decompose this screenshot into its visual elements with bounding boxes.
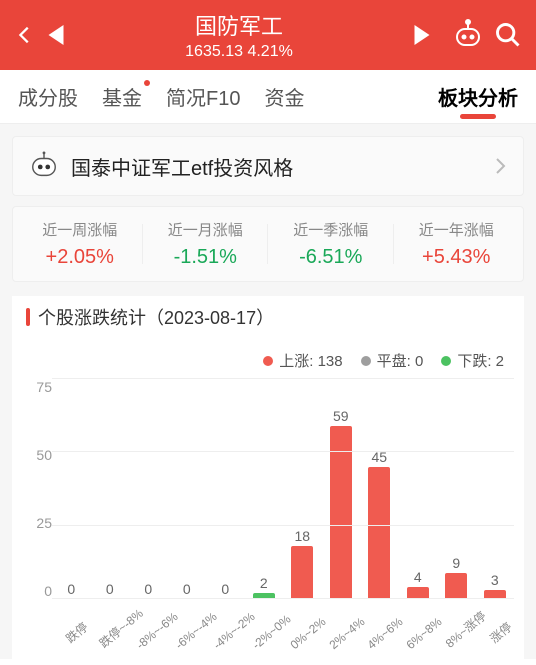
stock-name: 国防军工 [76,9,402,41]
period-stat-0[interactable]: 近一周涨幅+2.05% [17,219,143,269]
prev-stock-button[interactable] [48,25,64,45]
card-title: 国泰中证军工etf投资风格 [71,152,495,181]
stock-price-line: 1635.13 4.21% [76,43,402,61]
bot-avatar-icon [29,151,59,181]
back-button[interactable] [14,24,36,46]
tab-1[interactable]: 基金 [90,70,154,123]
chevron-right-icon [495,157,507,175]
next-stock-button[interactable] [414,25,430,45]
period-stats-row: 近一周涨幅+2.05%近一月涨幅-1.51%近一季涨幅-6.51%近一年涨幅+5… [12,206,524,282]
header-title-block[interactable]: 国防军工 1635.13 4.21% [76,9,402,61]
period-stat-1[interactable]: 近一月涨幅-1.51% [143,219,269,269]
app-header: 国防军工 1635.13 4.21% [0,0,536,70]
bar-chart: 7550250 0跌停0跌停~-8%0-8%~-6%0-6%~-4%0-4%~-… [22,379,514,649]
period-stat-3[interactable]: 近一年涨幅+5.43% [394,219,520,269]
chart-legend: 上涨: 138 平盘: 0 下跌: 2 [22,346,514,379]
tab-3[interactable]: 资金 [252,70,316,123]
bot-icon[interactable] [452,19,484,51]
y-axis: 7550250 [22,379,52,649]
legend-up: 上涨: 138 [263,350,342,371]
tab-0[interactable]: 成分股 [6,70,90,123]
bar-8[interactable]: 454%~6% [360,467,399,599]
section-title: 个股涨跌统计（2023-08-17） [22,296,514,346]
legend-down: 下跌: 2 [441,350,504,371]
etf-style-card[interactable]: 国泰中证军工etf投资风格 [12,136,524,196]
tab-4[interactable]: 板块分析 [426,70,530,123]
bar-6[interactable]: 180%~2% [283,546,322,599]
legend-flat: 平盘: 0 [361,350,424,371]
period-stat-2[interactable]: 近一季涨幅-6.51% [268,219,394,269]
section-accent-bar [26,308,30,326]
chart-card: 个股涨跌统计（2023-08-17） 上涨: 138 平盘: 0 下跌: 2 755… [12,296,524,659]
search-icon[interactable] [494,21,522,49]
tab-2[interactable]: 简况F10 [154,70,252,123]
bar-10[interactable]: 98%~涨停 [437,573,476,599]
tab-bar: 成分股基金简况F10资金 板块分析 [0,70,536,124]
plot-area: 0跌停0跌停~-8%0-8%~-6%0-6%~-4%0-4%~-2%2-2%~0… [52,379,514,649]
